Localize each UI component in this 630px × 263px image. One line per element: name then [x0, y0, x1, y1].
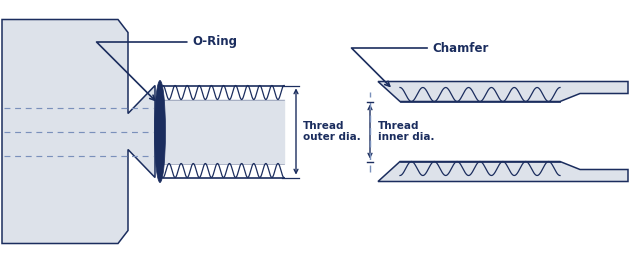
Text: O-Ring: O-Ring — [96, 36, 238, 100]
Polygon shape — [378, 82, 628, 102]
Ellipse shape — [154, 80, 166, 183]
Text: Thread
outer dia.: Thread outer dia. — [303, 121, 361, 142]
Polygon shape — [378, 161, 628, 181]
Polygon shape — [2, 19, 155, 244]
Text: Thread
inner dia.: Thread inner dia. — [378, 121, 435, 142]
Text: Chamfer: Chamfer — [352, 42, 489, 86]
